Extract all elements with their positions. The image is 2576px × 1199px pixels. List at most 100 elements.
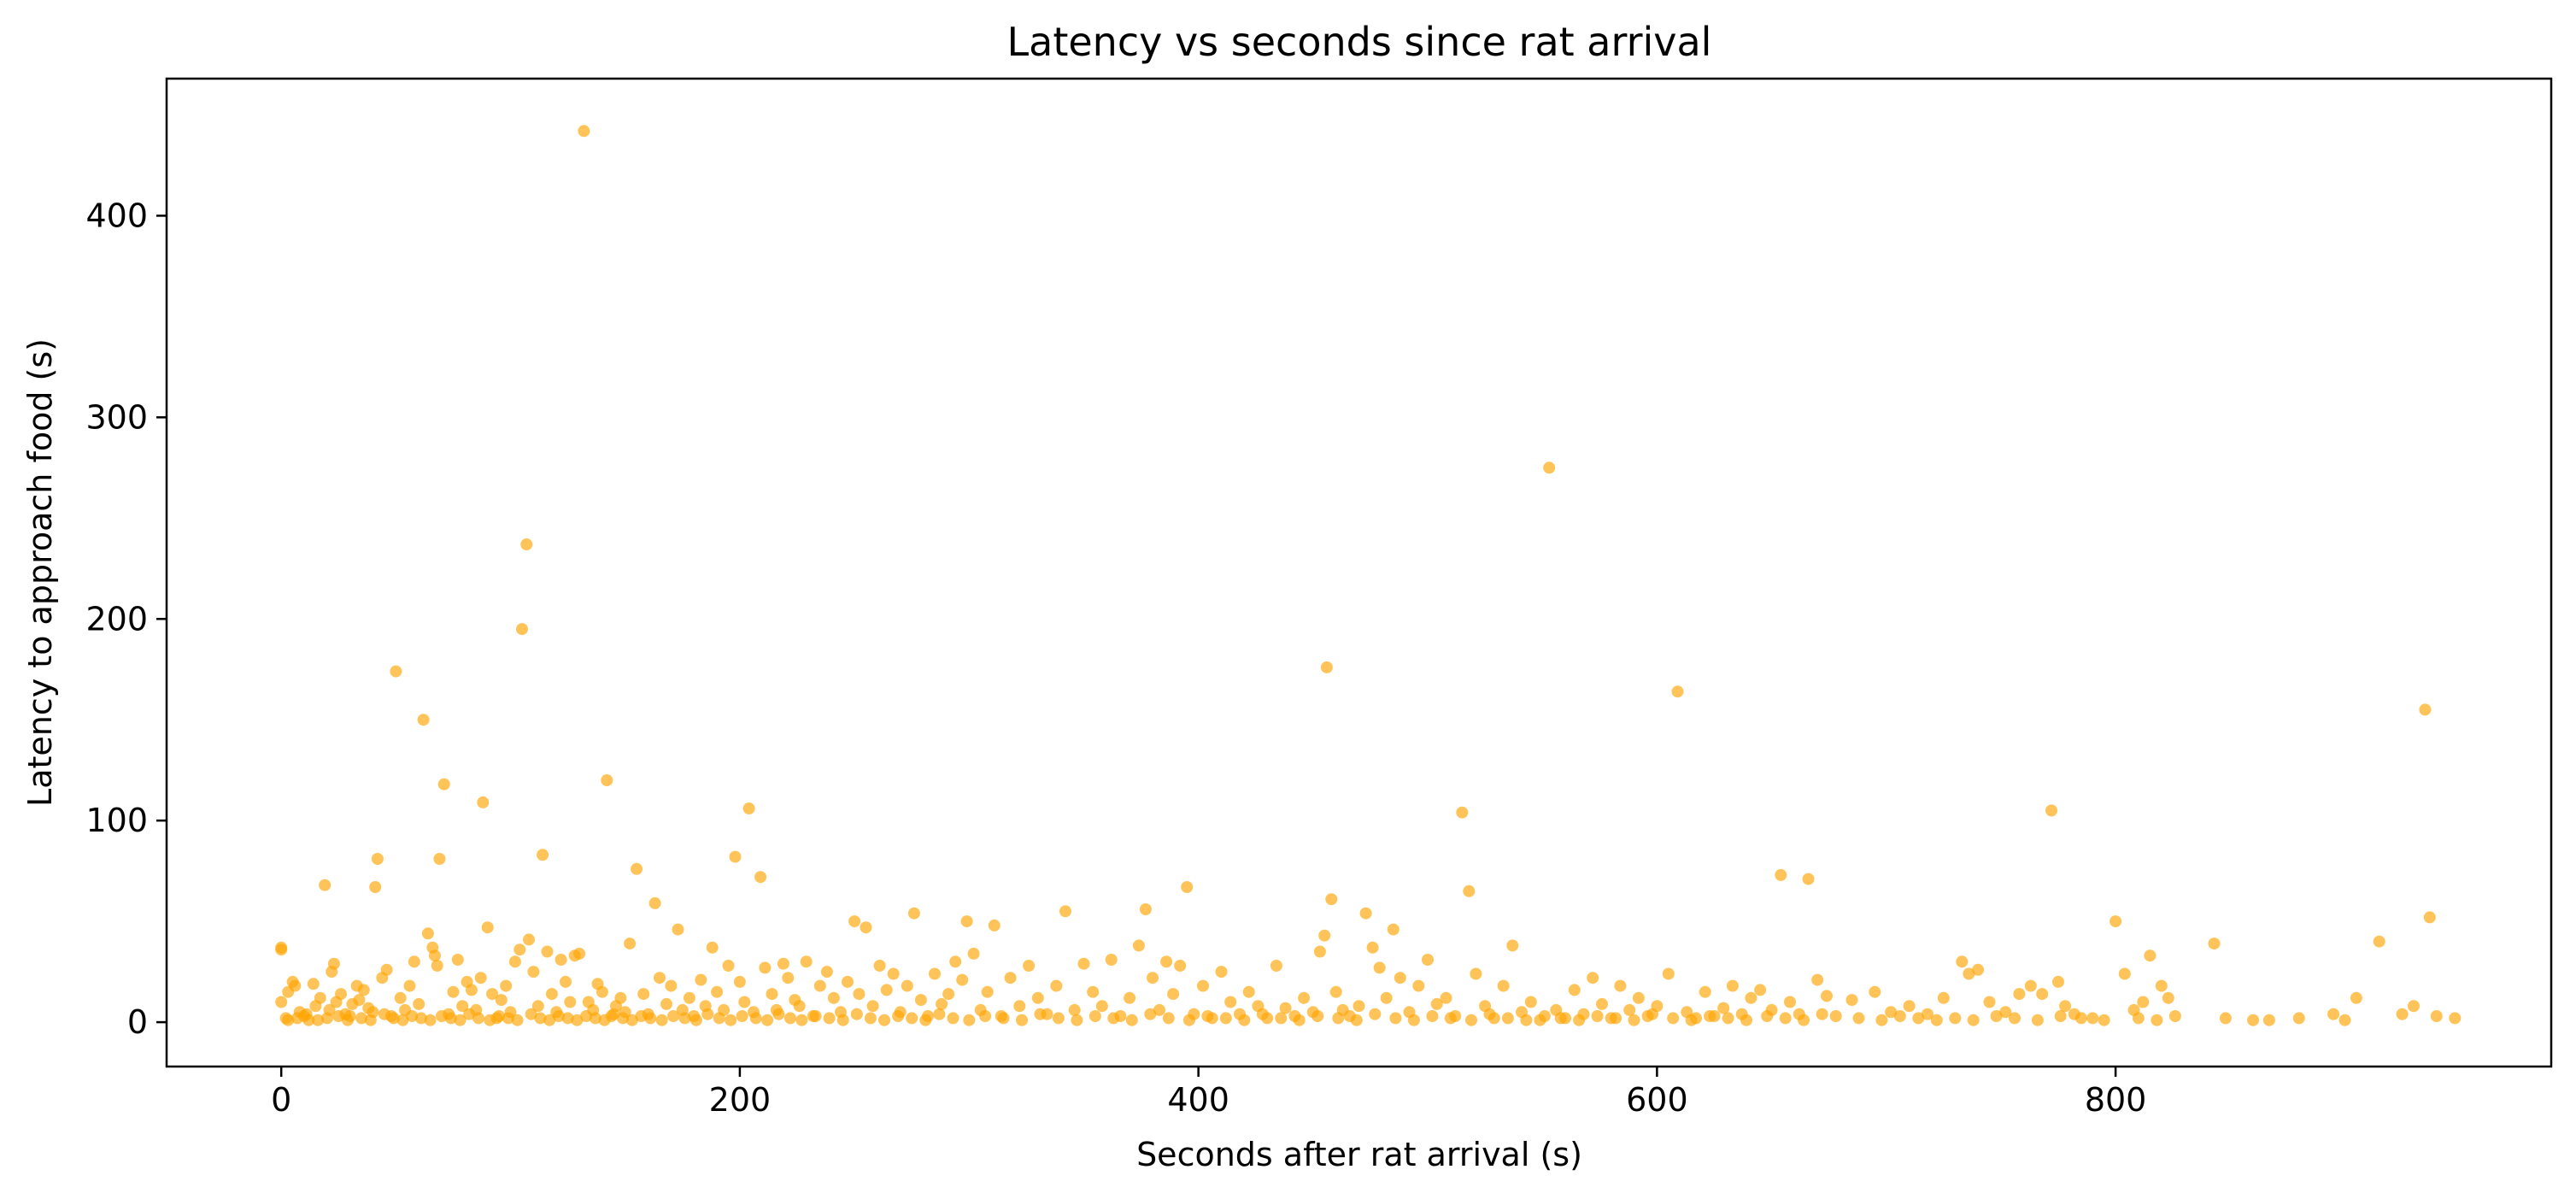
data-point xyxy=(495,994,508,1007)
data-point xyxy=(543,1014,556,1026)
data-point xyxy=(541,945,554,958)
data-point xyxy=(1811,973,1824,986)
data-point xyxy=(1816,1008,1828,1020)
data-point xyxy=(929,967,941,980)
data-point xyxy=(1722,1012,1734,1025)
data-point xyxy=(1506,939,1519,952)
data-point xyxy=(364,1014,377,1026)
data-point xyxy=(1463,885,1476,897)
data-point xyxy=(1930,1014,1943,1026)
data-point xyxy=(1885,1006,1898,1019)
data-point xyxy=(1407,1014,1420,1026)
data-point xyxy=(537,849,549,861)
data-point xyxy=(408,955,420,968)
data-point xyxy=(864,1012,877,1025)
data-point xyxy=(988,919,1000,932)
data-point xyxy=(892,1010,905,1022)
data-point xyxy=(1167,988,1180,1001)
data-point xyxy=(1182,1014,1195,1026)
data-point xyxy=(523,933,535,946)
data-point xyxy=(967,947,980,960)
data-point xyxy=(2024,979,2037,992)
data-point xyxy=(860,921,872,934)
data-point xyxy=(759,961,772,974)
data-point xyxy=(598,1014,611,1026)
x-tick-label: 0 xyxy=(271,1081,291,1119)
data-point xyxy=(1596,997,1608,1010)
data-point xyxy=(500,979,513,992)
data-point xyxy=(527,966,540,979)
data-point xyxy=(1632,991,1645,1004)
data-point xyxy=(1470,967,1482,980)
data-point xyxy=(1077,957,1090,970)
data-point xyxy=(1422,954,1434,966)
data-point xyxy=(1845,994,1858,1007)
data-point xyxy=(660,997,672,1010)
data-point xyxy=(394,991,407,1004)
data-point xyxy=(1662,967,1675,980)
data-point xyxy=(1893,1010,1906,1022)
data-point xyxy=(1174,960,1187,972)
data-point xyxy=(1275,1012,1288,1025)
data-point xyxy=(525,1008,537,1020)
data-point xyxy=(667,1010,680,1022)
data-point xyxy=(981,985,994,998)
data-point xyxy=(1699,985,1711,998)
data-point xyxy=(1087,985,1100,998)
x-tick-label: 200 xyxy=(709,1081,772,1119)
data-point xyxy=(866,1000,879,1013)
data-point xyxy=(1798,1014,1810,1026)
data-point xyxy=(481,921,494,934)
data-point xyxy=(319,879,332,891)
data-point xyxy=(314,991,326,1004)
data-point xyxy=(335,988,347,1001)
data-point xyxy=(654,972,666,984)
data-point xyxy=(655,1014,668,1026)
data-point xyxy=(979,1010,992,1022)
x-axis-ticks: 0 200 400 600 800 xyxy=(271,1067,2146,1119)
data-point xyxy=(1325,893,1338,906)
data-point xyxy=(2098,1014,2110,1026)
data-point xyxy=(447,985,460,998)
data-point xyxy=(1745,991,1757,1004)
data-point xyxy=(578,125,590,138)
data-point xyxy=(706,941,719,954)
y-tick-label: 300 xyxy=(85,398,148,436)
data-point xyxy=(403,979,416,992)
data-point xyxy=(678,1012,691,1025)
data-point xyxy=(545,988,558,1001)
data-point xyxy=(1238,1014,1251,1026)
chart-title: Latency vs seconds since rat arrival xyxy=(1007,19,1712,65)
data-point xyxy=(738,996,751,1008)
data-point xyxy=(1802,873,1815,885)
data-point xyxy=(887,967,900,980)
data-point xyxy=(371,853,384,865)
data-point xyxy=(1543,461,1556,474)
data-point xyxy=(564,996,577,1008)
data-point xyxy=(508,955,521,968)
data-point xyxy=(842,975,854,988)
data-point xyxy=(477,796,490,808)
data-point xyxy=(1050,979,1063,992)
data-point xyxy=(1967,1014,1980,1026)
data-point xyxy=(1031,991,1044,1004)
data-point xyxy=(463,1008,476,1020)
data-point xyxy=(936,997,948,1010)
data-point xyxy=(342,1014,354,1026)
data-point xyxy=(2168,1010,2181,1022)
data-point xyxy=(1990,1010,2003,1022)
data-point xyxy=(2110,915,2122,928)
data-point xyxy=(733,975,746,988)
data-point xyxy=(573,947,586,960)
data-point xyxy=(695,973,707,986)
data-point xyxy=(1320,661,1333,673)
data-point xyxy=(2086,1012,2099,1025)
data-point xyxy=(713,1012,725,1025)
data-point xyxy=(353,994,366,1007)
data-point xyxy=(2292,1012,2305,1025)
data-point xyxy=(1761,1010,1774,1022)
data-point xyxy=(465,984,478,996)
data-point xyxy=(914,994,927,1007)
data-point xyxy=(1311,1010,1324,1022)
data-point xyxy=(300,1008,313,1020)
